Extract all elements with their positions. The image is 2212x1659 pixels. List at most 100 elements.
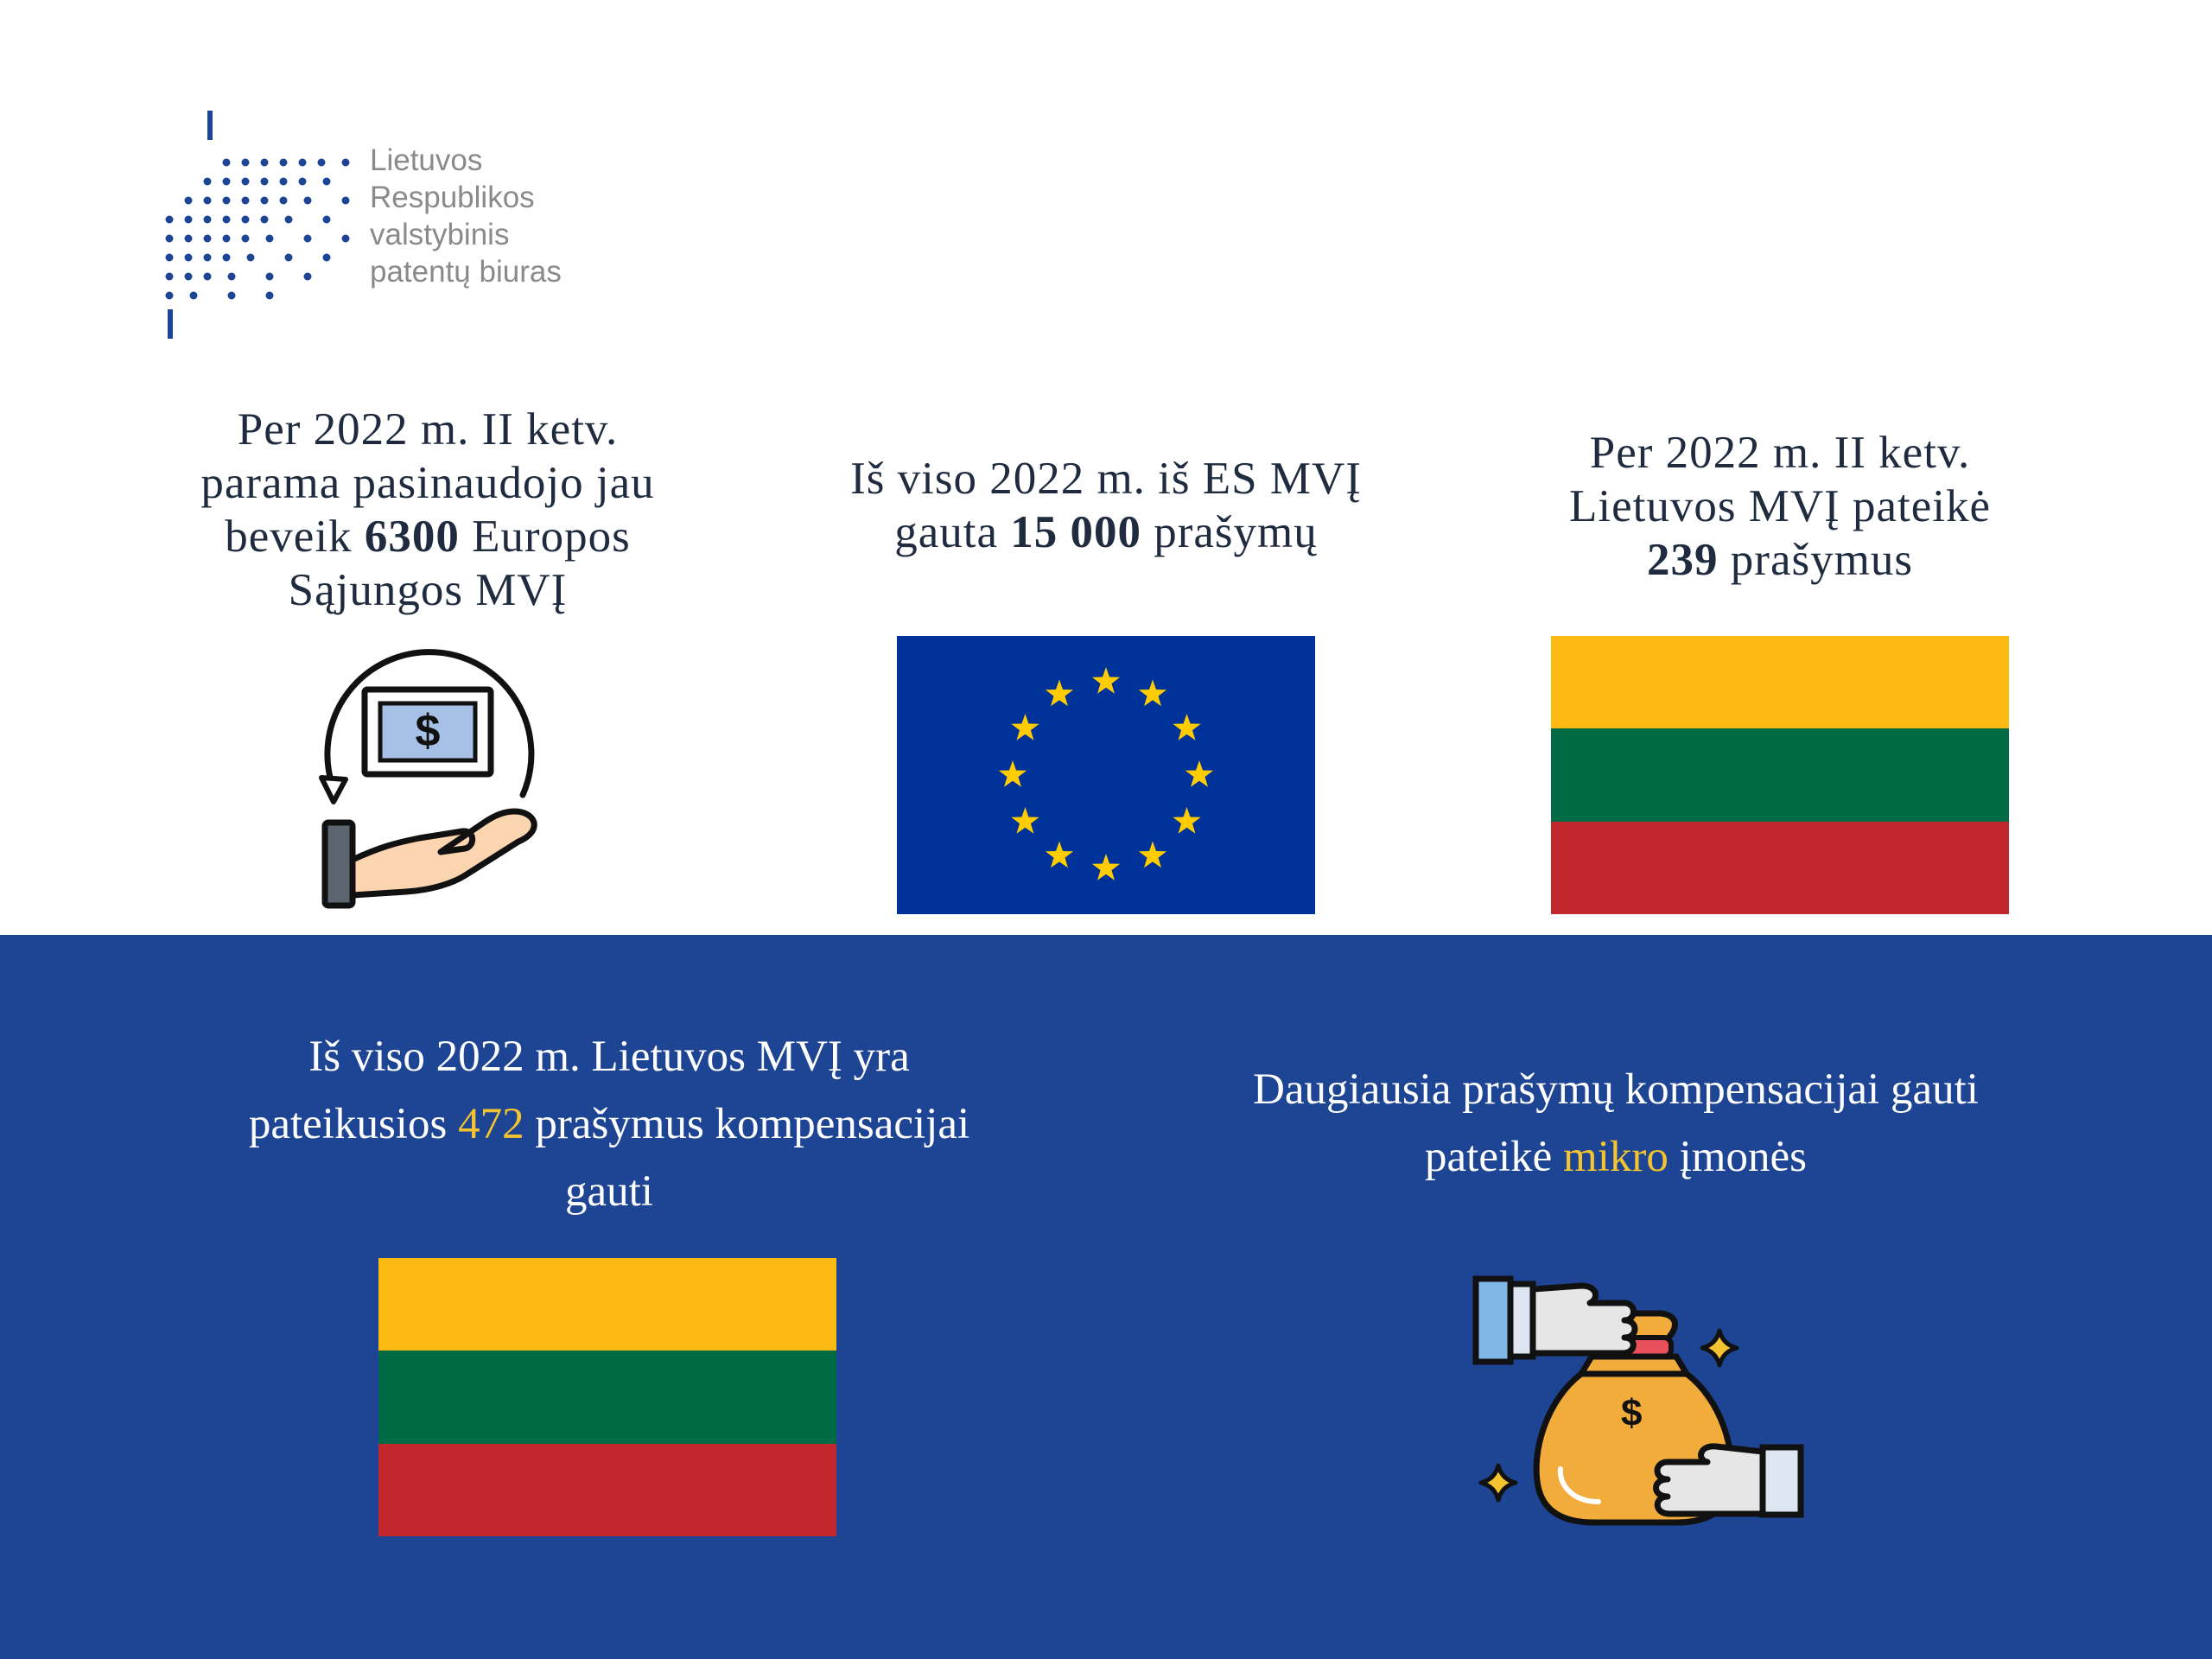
logo-dot	[222, 158, 231, 167]
logo-dot	[265, 234, 274, 243]
money-return-hand-icon: $	[319, 649, 537, 909]
stat-lt-requests-2022: Iš viso 2022 m. Lietuvos MVĮ yra pateiku…	[156, 1023, 1063, 1225]
logo-dot	[322, 215, 331, 224]
logo-dot	[165, 253, 174, 262]
logo-dot	[303, 234, 312, 243]
bstat2-post: įmonės	[1668, 1133, 1807, 1181]
eu-star	[1011, 714, 1039, 741]
logo-dot	[227, 291, 236, 300]
logo-dot	[303, 196, 312, 205]
logo-dot	[165, 215, 174, 224]
lt-flag-yellow	[1551, 636, 2009, 729]
stat2-value: 15 000	[1010, 507, 1141, 557]
vpb-logo: Lietuvos Respublikos valstybinis patentų…	[156, 104, 639, 346]
logo-dot	[284, 215, 293, 224]
logo-dot	[165, 234, 174, 243]
stat1-pre: beveik	[225, 512, 365, 562]
logo-dot	[203, 177, 212, 186]
dotted-logo-mark	[165, 111, 350, 339]
bstat1-value: 472	[458, 1100, 524, 1148]
stat2-line2: gauta 15 000 prašymų	[760, 505, 1452, 559]
lithuania-flag-icon	[378, 1258, 836, 1536]
bstat2-pre: pateikė	[1425, 1133, 1564, 1181]
logo-dot	[260, 196, 269, 205]
eu-flag-icon	[897, 636, 1315, 914]
stat3-line2: Lietuvos MVĮ pateikė	[1568, 481, 1992, 531]
lt-flag-red	[1551, 821, 2009, 914]
bstat2-line2: pateikė mikro įmonės	[1158, 1123, 2074, 1191]
lithuania-flag-icon	[1551, 636, 2009, 914]
logo-dot	[222, 234, 231, 243]
lt-flag-red	[378, 1443, 836, 1536]
logo-dot	[260, 215, 269, 224]
eu-star	[1173, 714, 1201, 741]
logo-dot	[203, 234, 212, 243]
logo-dot	[317, 158, 326, 167]
stat1-line3: beveik 6300 Europos	[130, 510, 726, 563]
bstat1-pre: pateikusios	[248, 1100, 459, 1148]
logo-line-2: Respublikos	[370, 181, 535, 214]
svg-text:$: $	[1621, 1392, 1642, 1434]
eu-star	[1045, 679, 1074, 707]
logo-dot	[341, 196, 350, 205]
bottom-band	[0, 935, 2212, 1659]
bstat2-value: mikro	[1563, 1133, 1669, 1181]
logo-dot	[203, 272, 212, 281]
logo-dot	[341, 234, 350, 243]
logo-dot	[260, 158, 269, 167]
logo-dot	[241, 158, 250, 167]
eu-star	[1138, 679, 1167, 707]
lt-flag-green	[1551, 728, 2009, 822]
stat-lt-requests-q2: Per 2022 m. II ketv. Lietuvos MVĮ pateik…	[1486, 426, 2074, 587]
eu-star	[1045, 841, 1074, 868]
lt-flag-green	[378, 1351, 836, 1444]
logo-dot	[303, 272, 312, 281]
logo-dot	[184, 272, 193, 281]
logo-dot	[222, 196, 231, 205]
eu-star	[1138, 841, 1167, 868]
stat1-line1: Per 2022 m. II ketv.	[237, 404, 619, 454]
logo-dot	[222, 177, 231, 186]
stat3-line3: 239 prašymus	[1486, 533, 2074, 587]
stat1-line4: Sąjungos MVĮ	[288, 565, 568, 615]
logo-dot	[189, 291, 198, 300]
lt-flag-yellow	[378, 1258, 836, 1351]
bstat1-line2: pateikusios 472 prašymus kompensacijai	[156, 1090, 1063, 1158]
money-bag-exchange-icon: $	[1472, 1275, 1804, 1526]
bstat1-post: prašymus kompensacijai	[524, 1100, 970, 1148]
logo-dot	[184, 215, 193, 224]
logo-dot	[203, 215, 212, 224]
logo-dot	[184, 253, 193, 262]
logo-dot	[241, 234, 250, 243]
logo-dot	[265, 291, 274, 300]
eu-star	[1011, 807, 1039, 834]
logo-dot	[279, 196, 288, 205]
stat2-post: prašymų	[1141, 507, 1318, 557]
logo-dot	[184, 234, 193, 243]
logo-line-3: valstybinis	[370, 218, 510, 251]
logo-dot	[260, 177, 269, 186]
logo-dot	[203, 253, 212, 262]
logo-dot	[203, 196, 212, 205]
eu-star	[1091, 667, 1121, 694]
stat3-line1: Per 2022 m. II ketv.	[1589, 428, 1971, 478]
logo-dot	[222, 215, 231, 224]
stat1-value: 6300	[364, 512, 460, 562]
logo-dot	[165, 272, 174, 281]
bstat2-line1: Daugiausia prašymų kompensacijai gauti	[1253, 1065, 1979, 1114]
logo-dot	[246, 253, 255, 262]
logo-dot	[241, 196, 250, 205]
logo-dot	[227, 272, 236, 281]
logo-dot	[241, 177, 250, 186]
stat3-value: 239	[1647, 535, 1719, 585]
logo-dot	[184, 196, 193, 205]
logo-dot	[265, 272, 274, 281]
stat-eu-smes-q2: Per 2022 m. II ketv. parama pasinaudojo …	[130, 403, 726, 617]
bstat1-line3: gauti	[565, 1167, 653, 1216]
stat2-line1: Iš viso 2022 m. iš ES MVĮ	[850, 454, 1362, 504]
logo-line-1: Lietuvos	[370, 143, 483, 177]
logo-dot	[284, 253, 293, 262]
eu-star	[1091, 854, 1121, 880]
logo-dot	[165, 291, 174, 300]
logo-dot	[222, 253, 231, 262]
